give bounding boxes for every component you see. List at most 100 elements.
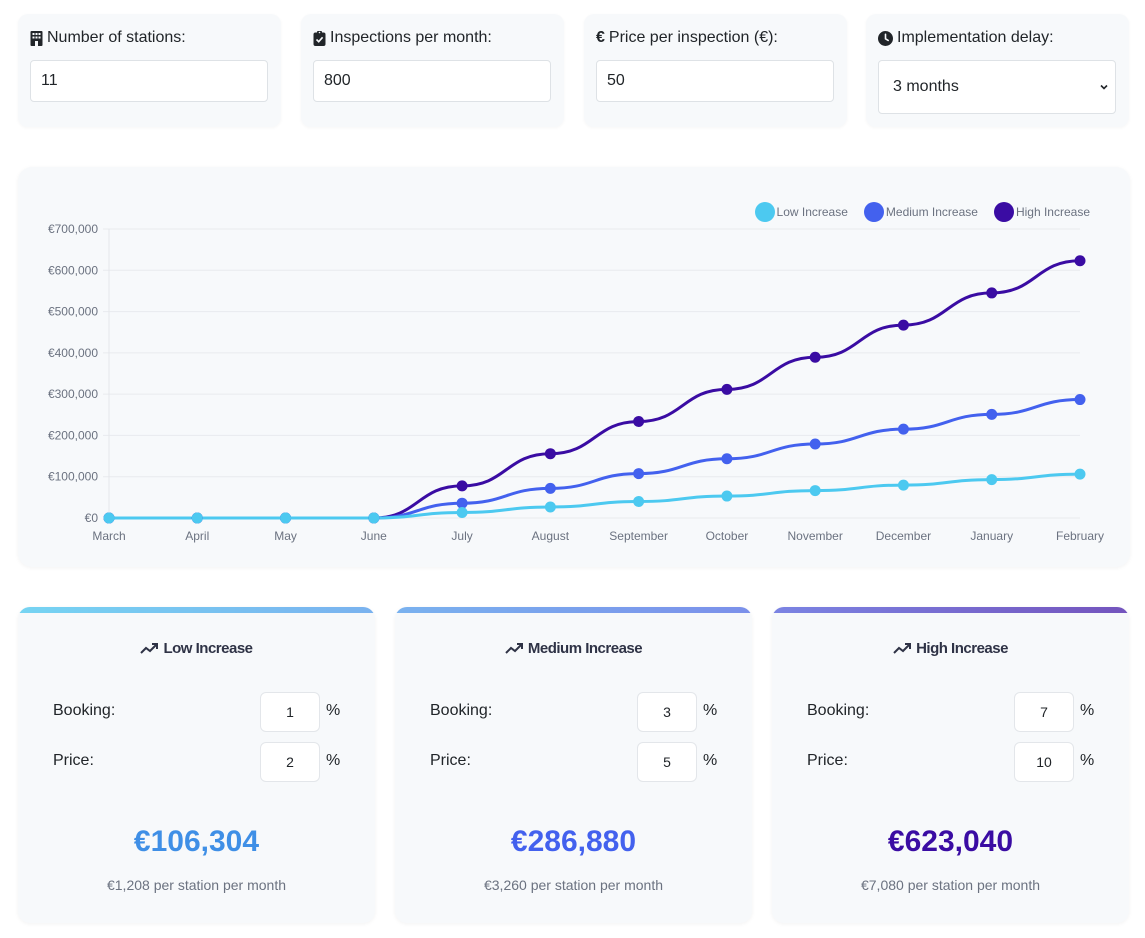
data-point-low-increase — [809, 485, 821, 497]
x-tick-label: April — [185, 529, 209, 543]
x-tick-label: December — [876, 529, 931, 543]
price-label: Price per inspection (€): — [608, 29, 778, 46]
y-tick-label: €400,000 — [48, 346, 98, 360]
data-point-low-increase — [456, 507, 468, 519]
scenario-card-high: High Increase Booking: 7 % Price: 10 % €… — [772, 607, 1129, 923]
data-point-low-increase — [368, 512, 380, 524]
stations-card: Number of stations: 11 — [18, 14, 281, 127]
data-point-high-increase — [544, 448, 556, 460]
inputs-row: Number of stations: 11 Inspections per m… — [18, 14, 1130, 127]
chart-legend: Low Increase Medium Increase High Increa… — [754, 202, 1090, 222]
scenario-total: €286,880 — [510, 825, 637, 858]
legend-item-high[interactable]: High Increase — [993, 202, 1090, 222]
price-input[interactable]: 2 — [260, 742, 320, 782]
inspections-label-wrap: Inspections per month: — [313, 29, 492, 47]
y-tick-label: €0 — [85, 511, 99, 525]
trending-up-icon — [505, 642, 523, 654]
card-accent-bar — [18, 607, 375, 613]
y-tick-label: €700,000 — [48, 222, 98, 236]
x-tick-label: September — [609, 529, 668, 543]
data-point-medium-increase — [456, 497, 468, 509]
card-accent-bar — [395, 607, 752, 613]
trending-up-icon — [893, 642, 912, 654]
stations-input[interactable]: 11 — [30, 60, 268, 102]
scenario-title: Low Increase — [163, 640, 253, 657]
x-tick-label: July — [451, 529, 472, 543]
scenario-card-low: Low Increase Booking: 1 % Price: 2 % €10… — [18, 607, 375, 923]
price-card: € Price per inspection (€): 50 — [584, 14, 847, 127]
delay-select[interactable]: 3 months — [878, 60, 1116, 114]
y-tick-label: €100,000 — [48, 470, 98, 484]
inspections-card: Inspections per month: 800 — [301, 14, 564, 127]
legend-dot-medium-icon — [863, 202, 884, 222]
data-point-low-increase — [897, 479, 909, 491]
per-station-text: €7,080 per station per month — [860, 877, 1040, 893]
x-tick-label: March — [92, 529, 125, 543]
y-tick-label: €300,000 — [48, 387, 98, 401]
scenario-total: €106,304 — [133, 825, 260, 858]
legend-item-low[interactable]: Low Increase — [754, 202, 848, 222]
building-icon — [30, 30, 43, 46]
price-pct: % — [703, 752, 718, 769]
x-tick-label: May — [274, 529, 297, 543]
scenario-title: High Increase — [916, 640, 1008, 657]
price-pct: % — [326, 752, 341, 769]
data-point-low-increase — [986, 474, 998, 486]
price-label-wrap: € Price per inspection (€): — [596, 29, 778, 47]
per-station-text: €3,260 per station per month — [483, 877, 663, 893]
data-point-medium-increase — [1074, 394, 1086, 406]
data-point-high-increase — [809, 351, 821, 363]
booking-input[interactable]: 3 — [637, 692, 697, 732]
clipboard-check-icon — [313, 30, 326, 46]
y-tick-label: €600,000 — [48, 263, 98, 277]
series-line-medium-increase — [108, 398, 1081, 520]
scenario-total: €623,040 — [887, 825, 1014, 858]
data-point-medium-increase — [897, 423, 909, 435]
x-tick-label: June — [361, 529, 387, 543]
data-point-low-increase — [1074, 468, 1086, 480]
price-input[interactable]: 10 — [1014, 742, 1074, 782]
data-point-high-increase — [986, 287, 998, 299]
data-point-medium-increase — [986, 408, 998, 420]
data-point-high-increase — [897, 319, 909, 331]
booking-pct: % — [326, 702, 341, 719]
data-point-medium-increase — [544, 482, 556, 494]
booking-pct: % — [703, 702, 718, 719]
legend-dot-low-icon — [754, 202, 775, 222]
delay-label-wrap: Implementation delay: — [878, 29, 1054, 47]
price-input[interactable]: 5 — [637, 742, 697, 782]
data-point-high-increase — [721, 383, 733, 395]
inspections-label: Inspections per month: — [330, 29, 492, 46]
data-point-low-increase — [544, 501, 556, 513]
legend-label-high: High Increase — [1015, 205, 1090, 219]
price-label: Price: — [53, 752, 94, 769]
x-tick-label: January — [970, 529, 1013, 543]
x-tick-label: October — [706, 529, 749, 543]
delay-select-value: 3 months — [893, 78, 959, 95]
trending-up-icon — [140, 642, 159, 654]
legend-label-medium: Medium Increase — [885, 205, 978, 219]
x-tick-label: February — [1056, 529, 1104, 543]
stations-label: Number of stations: — [47, 29, 186, 46]
x-tick-label: August — [532, 529, 570, 543]
data-point-high-increase — [633, 416, 645, 428]
price-pct: % — [1080, 752, 1095, 769]
series-line-low-increase — [108, 472, 1081, 520]
price-label: Price: — [807, 752, 848, 769]
data-point-medium-increase — [721, 453, 733, 465]
data-point-low-increase — [280, 512, 292, 524]
booking-input[interactable]: 1 — [260, 692, 320, 732]
scenario-title-wrap: Medium Increase — [395, 640, 752, 657]
inspections-input[interactable]: 800 — [313, 60, 551, 102]
booking-input[interactable]: 7 — [1014, 692, 1074, 732]
stations-label-wrap: Number of stations: — [30, 29, 186, 47]
price-input[interactable]: 50 — [596, 60, 834, 102]
data-point-low-increase — [633, 496, 645, 508]
scenario-title-wrap: High Increase — [772, 640, 1129, 657]
legend-item-medium[interactable]: Medium Increase — [863, 202, 978, 222]
data-point-medium-increase — [633, 468, 645, 480]
booking-label: Booking: — [430, 702, 493, 719]
booking-pct: % — [1080, 702, 1095, 719]
booking-label: Booking: — [807, 702, 870, 719]
data-point-low-increase — [191, 512, 203, 524]
